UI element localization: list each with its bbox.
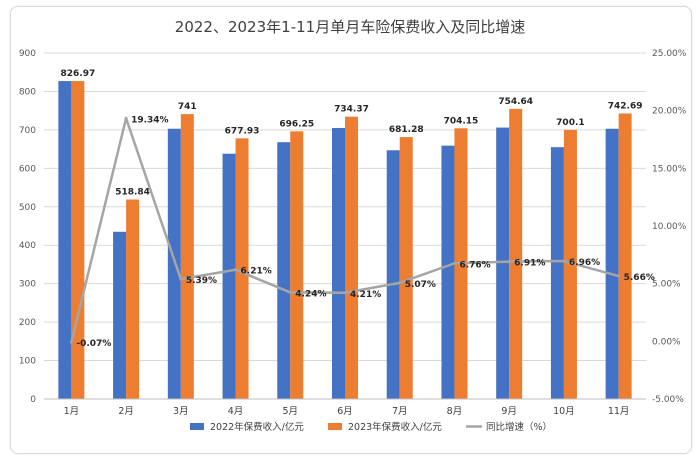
y-left-tick: 900 [19,49,36,59]
growth-value-label: 6.96% [569,258,600,268]
bar-2022 [277,142,291,400]
growth-point [562,259,566,263]
legend: 2022年保费收入/亿元 2023年保费收入/亿元 同比增速（%） [190,421,552,433]
growth-point [234,268,238,272]
x-tick-label: 3月 [173,406,189,417]
bar-2022 [113,231,127,399]
data-labels: 826.97 518.84 741 677.93 696.25 734.37 681.28 7… [60,69,654,349]
y-left-tick: 300 [19,280,36,290]
y-right-tick: -5.00% [652,395,684,405]
growth-point [398,281,402,285]
bar-value-label: 826.97 [60,69,95,79]
bar-2023 [235,138,249,399]
legend-swatch [190,423,204,430]
bar-2022 [496,127,510,400]
bar-2023 [399,137,413,399]
growth-value-label: -0.07% [76,339,111,349]
bar-2023 [345,116,358,399]
x-tick-label: 10月 [553,406,575,417]
growth-point [69,340,73,344]
y-left-tick: 100 [19,357,36,367]
bar-2023 [126,199,140,399]
growth-point [507,260,511,264]
y-right-tick: 20.00% [652,107,687,117]
bar-value-label: 518.84 [115,188,150,198]
x-tick-label: 11月 [608,406,630,417]
bar-value-label: 696.25 [279,119,314,129]
growth-value-label: 6.76% [459,260,490,270]
growth-line-series [69,116,621,344]
growth-value-label: 4.21% [350,290,381,300]
x-tick-label: 4月 [228,406,244,417]
growth-point [124,116,128,120]
bar-2022 [332,127,345,399]
x-tick-label: 6月 [337,406,353,417]
bar-2022 [550,147,564,399]
growth-value-label: 6.21% [241,267,272,277]
x-tick-label: 5月 [282,406,298,417]
legend-swatch [328,423,342,430]
growth-point [179,277,183,281]
y-right-tick: 0.00% [652,337,681,347]
growth-point [617,274,621,278]
legend-label: 2022年保费收入/亿元 [210,421,304,433]
axes: 0 100 200 300 400 500 600 700 800 900 -5.00% 0.00% 5… [19,49,687,417]
x-tick-label: 1月 [64,406,80,417]
x-tick-label: 8月 [447,406,463,417]
bar-2023 [618,113,632,399]
x-tick-label: 9月 [501,406,517,417]
growth-value-label: 5.66% [624,273,655,283]
bar-value-label: 681.28 [389,125,424,135]
bar-2023 [180,114,194,400]
bar-value-label: 700.1 [556,118,584,128]
bar-2023 [290,131,304,399]
growth-point [288,290,292,294]
bar-2023 [71,81,85,399]
bar-value-label: 742.69 [608,101,643,111]
y-right-tick: 5.00% [652,280,681,290]
growth-value-label: 6.91% [514,259,545,269]
growth-point [452,261,456,265]
growth-value-label: 5.07% [405,280,436,290]
bar-value-label: 754.64 [498,97,533,107]
bar-2022 [222,153,236,399]
y-right-tick: 25.00% [652,49,687,59]
growth-value-label: 5.39% [186,276,217,286]
bar-2023 [509,108,523,399]
bar-2022 [441,145,455,399]
bar-2023 [563,129,577,399]
y-left-tick: 800 [19,87,36,97]
y-left-tick: 700 [19,126,36,136]
growth-value-label: 4.24% [295,289,326,299]
y-left-tick: 500 [19,203,36,213]
bar-2022 [605,128,619,400]
x-tick-label: 2月 [118,406,134,417]
y-left-tick: 600 [19,164,36,174]
bar-value-label: 741 [178,102,197,112]
bar-value-label: 704.15 [444,116,479,126]
y-left-tick: 200 [19,318,36,328]
x-tick-label: 7月 [392,406,408,417]
chart-title: 2022、2023年1-11月单月车险保费收入及同比增速 [174,18,526,36]
bar-2022 [58,81,72,399]
y-right-tick: 15.00% [652,164,687,174]
growth-value-label: 19.34% [131,115,169,125]
bar-series [58,81,632,400]
bar-value-label: 677.93 [225,126,260,136]
legend-label: 2023年保费收入/亿元 [348,421,442,433]
legend-label: 同比增速（%） [486,421,552,433]
y-left-tick: 400 [19,241,36,251]
growth-point [343,291,347,295]
y-left-tick: 0 [30,395,36,405]
y-right-tick: 10.00% [652,222,687,232]
bar-value-label: 734.37 [334,105,369,115]
bar-2022 [386,150,400,399]
